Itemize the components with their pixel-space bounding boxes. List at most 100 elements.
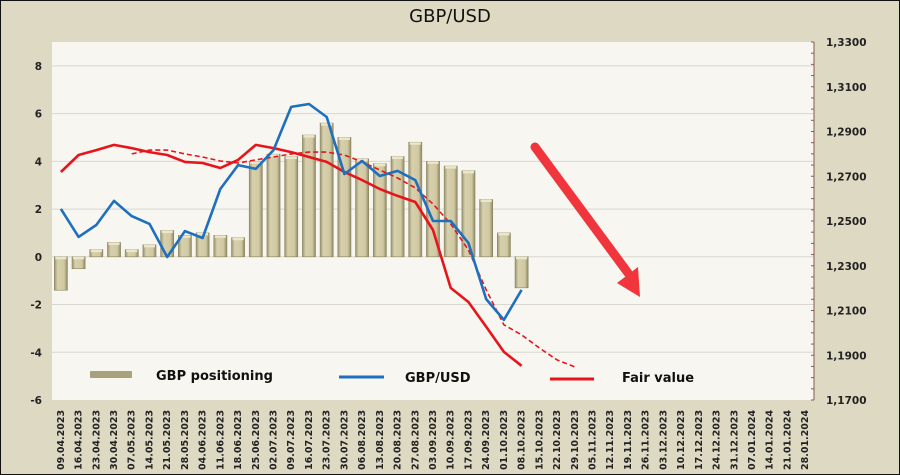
bar-highlight [321,123,333,126]
x-axis-tick-label: 30.04.2023 [109,410,120,470]
x-axis-tick-label: 28.05.2023 [180,410,191,470]
bar-highlight [303,135,315,138]
bar-highlight [214,235,226,238]
left-axis-tick-label: 4 [35,156,42,168]
x-axis-tick-label: 09.04.2023 [56,410,67,470]
left-axis-tick-label: 2 [35,204,42,216]
bar-gbp-positioning [355,158,369,258]
legend-label-gbp-usd: GBP/USD [405,371,471,386]
x-axis-tick-label: 14.05.2023 [144,410,155,470]
bar-highlight [409,142,421,145]
bar-highlight [462,170,474,174]
bar-highlight [285,156,297,160]
x-axis-tick-label: 13.08.2023 [375,410,386,470]
bar-gbp-positioning [248,161,263,258]
x-axis-tick-label: 21.05.2023 [162,410,173,470]
bar-highlight [427,161,439,164]
bar-gbp-positioning [372,163,387,258]
x-axis-tick-label: 24.09.2023 [481,410,492,470]
line-fair-value [59,143,523,367]
left-axis-tick-label: -6 [30,395,42,407]
x-axis-tick-label: 18.06.2023 [233,410,244,470]
bar-gbp-positioning [54,256,68,291]
right-axis-tick-label: 1,1900 [826,350,867,362]
x-axis-tick-label: 16.07.2023 [304,410,315,470]
bar-highlight [73,256,85,260]
bar-gbp-positioning [302,134,316,258]
bar-highlight [267,154,280,157]
x-axis-tick-label: 04.06.2023 [198,410,209,470]
bar-highlight [250,161,262,164]
line-gbp-usd [59,102,523,322]
bar-highlight [338,137,350,140]
x-axis-tick-label: 05.11.2023 [587,410,598,470]
left-axis-tick-label: 0 [35,252,42,264]
x-axis-tick-label: 08.10.2023 [517,410,528,470]
line-fair-value-trend [131,149,576,368]
x-axis-tick-label: 17.09.2023 [463,410,474,470]
right-axis-tick-label: 1,2100 [826,306,867,318]
right-axis-tick-label: 1,3300 [826,37,867,49]
left-axis-tick-label: -2 [30,300,42,312]
bar-gbp-positioning [514,256,529,289]
x-axis-tick-label: 30.07.2023 [339,410,350,470]
bar-highlight [90,249,102,253]
x-axis-tick-label: 01.10.2023 [499,410,510,470]
bar-gbp-positioning [319,122,334,258]
x-axis-tick-label: 07.05.2023 [127,410,138,470]
bar-gbp-positioning [479,199,494,258]
bar-gbp-positioning [266,153,281,258]
left-axis-tick-label: 8 [35,61,42,73]
right-axis-tick-label: 1,3100 [826,82,867,94]
x-axis-tick-label: 09.07.2023 [286,410,297,470]
bar-gbp-positioning [284,156,299,258]
x-axis-tick-label: 10.12.2023 [676,410,687,470]
bar-highlight [55,256,67,260]
bar-highlight [445,166,457,169]
x-axis-tick-label: 02.07.2023 [269,410,280,470]
bar-highlight [143,244,156,248]
x-axis-tick-label: 07.01.2024 [747,410,758,470]
bar-gbp-positioning [160,230,175,258]
bar-gbp-positioning [231,237,245,258]
x-axis-tick-label: 24.12.2023 [712,410,723,470]
right-axis-tick-label: 1,2900 [826,127,867,139]
bar-highlight [498,232,510,236]
x-axis-tick-label: 23.04.2023 [91,410,102,470]
right-axis-tick-label: 1,1700 [826,395,867,407]
right-axis-tick-label: 1,2700 [826,171,867,183]
x-axis-tick-label: 15.10.2023 [534,410,545,470]
bar-highlight [480,199,492,203]
x-axis-tick-label: 03.12.2023 [658,410,669,470]
bar-gbp-positioning [443,165,458,258]
bar-highlight [516,256,528,260]
x-axis-tick-label: 17.12.2023 [694,410,705,470]
bar-gbp-positioning [497,232,511,258]
x-axis-tick-label: 22.10.2023 [552,410,563,470]
bar-highlight [179,235,191,238]
left-axis-tick-label: 6 [35,109,42,121]
right-axis-tick-label: 1,2500 [826,216,867,228]
x-axis-tick-label: 31.12.2023 [729,410,740,470]
legend-swatch-gbp-positioning [90,371,132,378]
bar-gbp-positioning [213,235,228,258]
left-axis-tick-label: -4 [30,347,42,359]
x-axis-tick-label: 14.01.2024 [765,410,776,470]
bar-highlight [374,163,386,167]
legend-label-fair-value: Fair value [622,371,694,386]
x-axis-tick-label: 23.07.2023 [322,410,333,470]
bar-highlight [392,156,404,160]
x-axis-tick-label: 28.01.2024 [800,410,811,470]
x-axis-tick-label: 21.01.2024 [782,410,793,470]
x-axis-tick-label: 16.04.2023 [74,410,85,470]
legend-label-gbp-positioning: GBP positioning [156,369,273,384]
bar-highlight [232,237,244,241]
bar-highlight [161,230,173,234]
x-axis-tick-label: 06.08.2023 [357,410,368,470]
trend-arrow-shaft [530,142,633,278]
trend-arrow-head [617,267,640,297]
bar-highlight [126,249,138,253]
chart-title: GBP/USD [409,6,491,27]
x-axis-tick-label: 27.08.2023 [410,410,421,470]
